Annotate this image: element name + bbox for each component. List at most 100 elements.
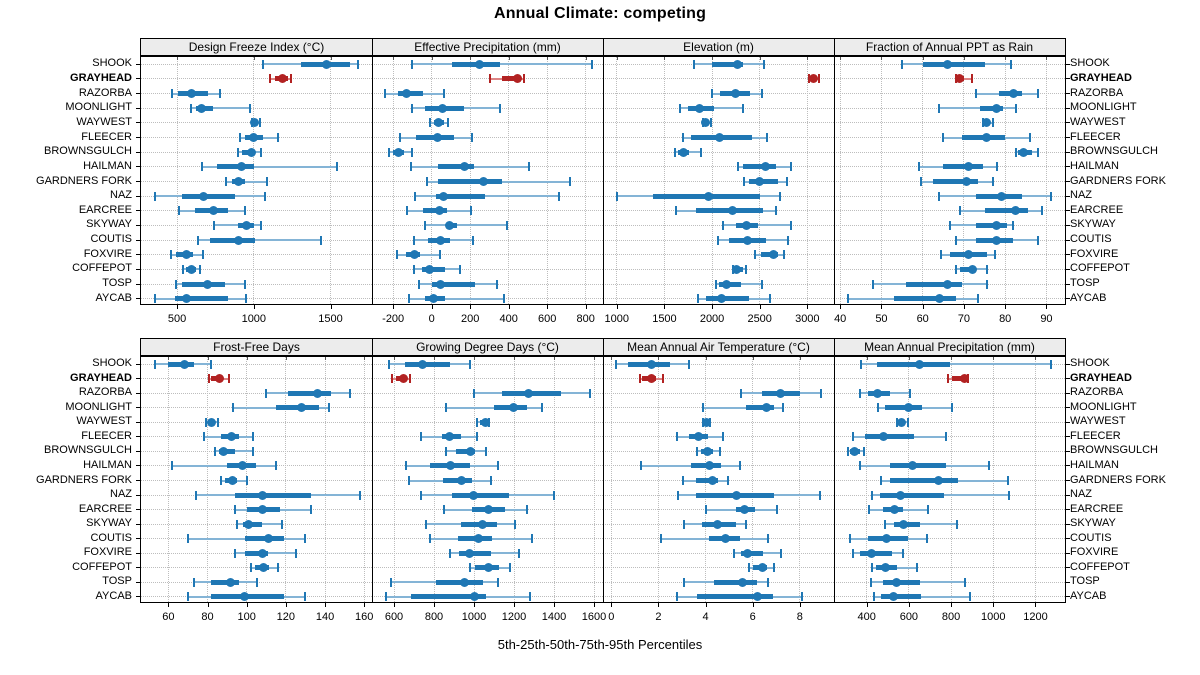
x-tick-bottom <box>330 305 332 309</box>
x-tick-top <box>253 57 255 60</box>
median-dot <box>322 59 332 69</box>
site-label-left: EARCREE <box>78 203 132 216</box>
whisker-cap <box>971 74 974 84</box>
gridline-horizontal <box>372 78 603 80</box>
panel-body: 600 800 1000 1200 1400 1600 <box>372 357 606 623</box>
whisker-cap <box>327 403 330 413</box>
whisker-5-95 <box>424 224 507 227</box>
strip-row: Design Freeze Index (°C) Effective Precip… <box>140 38 1066 56</box>
panel-strip-title: Fraction of Annual PPT as Rain <box>865 40 1034 54</box>
x-tick-bottom <box>993 603 995 607</box>
y-tick-left <box>136 122 140 124</box>
x-tick-top <box>866 357 868 360</box>
x-tick-top <box>554 357 555 360</box>
gridline-horizontal <box>141 210 372 212</box>
y-tick-left <box>136 78 140 80</box>
median-dot <box>996 191 1006 201</box>
gridline-horizontal <box>834 210 1065 212</box>
gridline-horizontal <box>141 93 372 95</box>
x-tick-top <box>1035 357 1037 360</box>
whisker-cap <box>639 461 642 471</box>
median-dot <box>432 133 442 143</box>
whisker-cap <box>718 446 721 456</box>
iqr-box-25-75 <box>210 237 255 243</box>
whisker-cap <box>991 118 994 128</box>
x-tick-bottom <box>807 305 809 309</box>
whisker-cap <box>553 490 555 500</box>
y-tick-right <box>1066 450 1070 452</box>
median-dot <box>867 548 877 558</box>
gridline-vertical <box>711 57 713 304</box>
site-label-left: TOSP <box>102 277 132 290</box>
x-tick-bottom <box>922 305 924 309</box>
panel-body: 1000 1500 2000 2500 3000 <box>603 57 834 325</box>
whisker-cap <box>384 89 387 99</box>
x-tick-bottom <box>508 305 510 309</box>
x-tick-label: 60 <box>162 611 175 623</box>
whisker-cap <box>767 534 769 544</box>
iqr-box-25-75 <box>864 434 915 440</box>
whisker-cap <box>527 162 530 172</box>
x-tick-label: 120 <box>276 611 296 623</box>
whisker-cap <box>200 162 203 172</box>
whisker-cap <box>260 147 263 157</box>
whisker-cap <box>726 476 729 485</box>
x-tick-bottom <box>394 603 395 607</box>
median-dot <box>459 162 469 172</box>
median-dot <box>297 403 307 413</box>
median-dot <box>872 388 882 398</box>
whisker-cap <box>1007 476 1010 485</box>
iqr-box-25-75 <box>459 550 492 556</box>
gridline-vertical <box>880 57 882 304</box>
percentile-caption: 5th-25th-50th-75th-95th Percentiles <box>497 637 703 652</box>
median-dot <box>963 162 973 172</box>
gridline-vertical <box>330 57 332 304</box>
x-tick-label: 90 <box>1040 313 1053 325</box>
whisker-cap <box>236 147 239 157</box>
whisker-cap <box>1037 147 1040 157</box>
y-tick-left <box>136 137 140 139</box>
y-tick-right <box>1066 93 1070 95</box>
whisker-cap <box>204 417 207 427</box>
gridline-horizontal <box>834 567 1065 569</box>
whisker-cap <box>411 147 414 157</box>
iqr-box-25-75 <box>893 296 956 302</box>
median-dot <box>721 534 731 544</box>
median-dot <box>739 505 749 515</box>
x-tick-top <box>1046 57 1048 60</box>
panel-divider <box>372 357 373 602</box>
median-dot <box>258 563 268 573</box>
panel-divider <box>834 357 835 602</box>
whisker-cap <box>761 279 764 289</box>
median-dot <box>704 461 714 471</box>
iqr-box-25-75 <box>696 478 719 483</box>
median-dot <box>206 417 216 427</box>
whisker-cap <box>872 279 875 289</box>
x-tick-top <box>963 57 965 60</box>
site-label-left: FLEECER <box>81 429 132 442</box>
whisker-cap <box>958 206 961 216</box>
x-tick-bottom <box>759 305 761 309</box>
x-tick-top <box>759 57 761 60</box>
median-dot <box>743 548 753 558</box>
whisker-cap <box>1014 103 1017 113</box>
whisker-cap <box>396 250 399 260</box>
whisker-cap <box>739 388 742 398</box>
median-dot <box>757 563 767 573</box>
median-dot <box>761 162 771 172</box>
whisker-cap <box>790 220 793 230</box>
site-label-left: GRAYHEAD <box>70 371 132 384</box>
whisker-cap <box>870 563 873 573</box>
x-tick-bottom <box>611 603 613 607</box>
site-label-left: AYCAB <box>95 291 132 304</box>
whisker-cap <box>847 294 850 304</box>
whisker-cap <box>948 220 951 230</box>
whisker-cap <box>782 250 785 260</box>
whisker-cap <box>938 191 941 201</box>
whisker-cap <box>696 294 699 304</box>
whisker-cap <box>251 432 254 442</box>
gridline-horizontal <box>834 509 1065 511</box>
y-tick-right <box>1066 538 1070 540</box>
site-label-left: COUTIS <box>90 233 132 246</box>
x-tick-label: 80 <box>201 611 214 623</box>
